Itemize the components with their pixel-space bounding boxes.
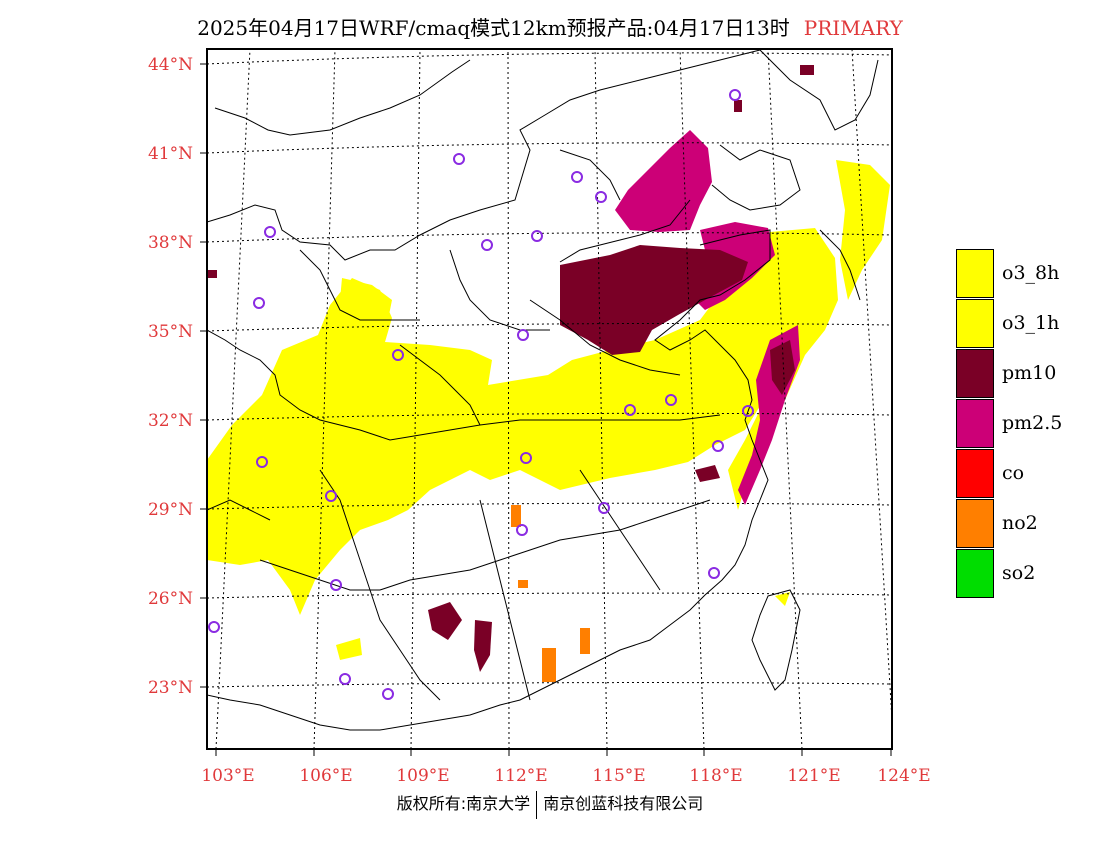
pm10-region-yangtze (770, 340, 795, 395)
lat-label: 35°N (148, 322, 193, 342)
no2-spot-2 (580, 628, 590, 654)
copyright-owner: 版权所有:南京大学 (396, 794, 531, 813)
legend-swatch (956, 349, 994, 398)
pm10-spot-ne1 (800, 65, 814, 75)
lon-label: 106°E (299, 766, 352, 786)
no2-spot-3 (542, 648, 556, 682)
o3-region-central (207, 278, 800, 615)
pm10-region-south1 (428, 602, 462, 640)
o3-region-north (340, 278, 392, 320)
lat-label: 23°N (148, 678, 193, 698)
city-markers (208, 89, 754, 700)
legend-label: pm10 (1002, 362, 1057, 384)
legend-label: co (1002, 462, 1025, 484)
lon-label: 121°E (787, 766, 840, 786)
title-primary-tag: PRIMARY (803, 16, 903, 40)
lon-label: 115°E (592, 766, 645, 786)
lon-label: 112°E (494, 766, 547, 786)
lat-label: 26°N (148, 589, 193, 609)
o3-region-south-patch (336, 638, 362, 660)
pm25-region-north (615, 130, 712, 232)
lat-label: 44°N (148, 55, 193, 75)
legend-swatch (956, 399, 994, 448)
legend-label: o3_1h (1002, 312, 1060, 334)
legend-label: so2 (1002, 562, 1036, 584)
boundaries (207, 49, 879, 731)
lat-label: 41°N (148, 144, 193, 164)
o3-region-taiwan-strait (775, 592, 790, 606)
no2-spot-1 (511, 505, 521, 527)
pm10-spot-west (207, 270, 217, 278)
pm10-region-north-china (560, 245, 748, 355)
title-main: 2025年04月17日WRF/cmaq模式12km预报产品:04月17日13时 (197, 16, 790, 40)
legend-swatch (956, 499, 994, 548)
pm10-region-zhejiang (695, 465, 720, 482)
lon-label: 118°E (689, 766, 742, 786)
lon-label: 103°E (201, 766, 254, 786)
lon-label: 124°E (877, 766, 930, 786)
pm10-spot-ne2 (734, 100, 742, 112)
latitude-labels: 44°N 41°N 38°N 35°N 32°N 29°N 26°N 23°N (148, 55, 193, 698)
legend-swatch (956, 299, 994, 348)
lat-label: 38°N (148, 233, 193, 253)
lat-label: 32°N (148, 411, 193, 431)
axis-ticks (200, 63, 892, 756)
graticule (207, 49, 892, 749)
legend-swatch (956, 549, 994, 598)
copyright-footer: 版权所有:南京大学 南京创蓝科技有限公司 (0, 790, 1100, 819)
footer-separator (536, 790, 538, 819)
pm10-region-south2 (474, 620, 492, 672)
lon-label: 109°E (396, 766, 449, 786)
legend-label: o3_8h (1002, 262, 1060, 284)
lat-label: 29°N (148, 500, 193, 520)
legend-swatch (956, 249, 994, 298)
legend-label: no2 (1002, 512, 1038, 534)
longitude-labels: 103°E 106°E 109°E 112°E 115°E 118°E 121°… (201, 766, 930, 786)
no2-spot-4 (518, 580, 528, 588)
legend-label: pm2.5 (1002, 412, 1063, 434)
map-frame (206, 48, 893, 750)
copyright-company: 南京创蓝科技有限公司 (543, 794, 704, 813)
map-title: 2025年04月17日WRF/cmaq模式12km预报产品:04月17日13时 P… (0, 12, 1100, 41)
legend-swatch (956, 449, 994, 498)
